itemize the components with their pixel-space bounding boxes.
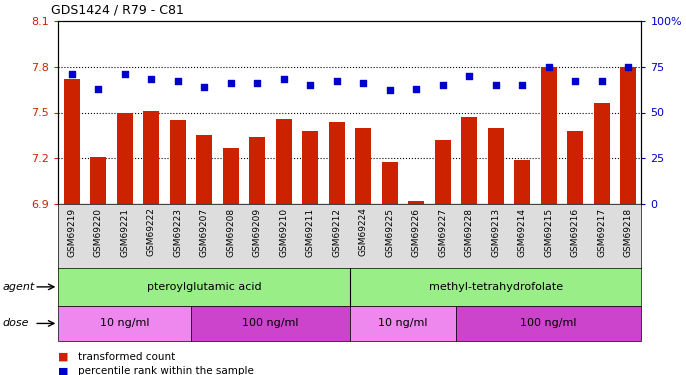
Point	[464, 73, 475, 79]
Point	[623, 63, 634, 70]
Text: GSM69210: GSM69210	[279, 208, 288, 256]
Bar	[381, 162, 398, 204]
Text: GSM69209: GSM69209	[252, 208, 261, 256]
Bar	[117, 112, 132, 204]
Text: GSM69221: GSM69221	[120, 208, 129, 256]
Bar	[355, 128, 371, 204]
Text: GSM69225: GSM69225	[385, 208, 394, 256]
Point	[172, 78, 183, 84]
Text: percentile rank within the sample: percentile rank within the sample	[78, 366, 253, 375]
Bar	[191, 306, 350, 341]
Point	[490, 82, 501, 88]
Point	[596, 78, 607, 84]
Bar	[64, 79, 80, 204]
Bar	[514, 160, 530, 204]
Bar	[143, 111, 159, 204]
Text: GSM69207: GSM69207	[200, 208, 209, 256]
Text: 100 ng/ml: 100 ng/ml	[521, 318, 577, 328]
Text: GSM69227: GSM69227	[438, 208, 447, 256]
Text: GSM69216: GSM69216	[571, 208, 580, 256]
Bar	[302, 131, 318, 204]
Text: GSM69208: GSM69208	[226, 208, 235, 256]
Point	[569, 78, 580, 84]
Text: transformed count: transformed count	[78, 352, 175, 362]
Text: GSM69220: GSM69220	[93, 208, 103, 256]
Point	[384, 87, 395, 93]
Text: GDS1424 / R79 - C81: GDS1424 / R79 - C81	[51, 4, 185, 17]
Point	[145, 76, 156, 82]
Bar	[488, 128, 504, 204]
Bar	[249, 137, 265, 204]
Text: GSM69223: GSM69223	[173, 208, 182, 256]
Text: GSM69214: GSM69214	[518, 208, 527, 256]
Bar	[169, 120, 185, 204]
Bar	[461, 117, 477, 204]
Bar	[196, 135, 212, 204]
Text: pteroylglutamic acid: pteroylglutamic acid	[147, 282, 261, 292]
Point	[252, 80, 263, 86]
Text: GSM69217: GSM69217	[597, 208, 606, 256]
Text: methyl-tetrahydrofolate: methyl-tetrahydrofolate	[429, 282, 563, 292]
Bar	[90, 157, 106, 204]
Point	[437, 82, 448, 88]
Point	[278, 76, 289, 82]
Bar	[58, 306, 191, 341]
Point	[517, 82, 528, 88]
Text: 10 ng/ml: 10 ng/ml	[378, 318, 427, 328]
Bar	[329, 122, 344, 204]
Text: GSM69211: GSM69211	[305, 208, 315, 256]
Point	[543, 63, 554, 70]
Point	[199, 84, 210, 90]
Bar	[408, 201, 424, 204]
Text: GSM69224: GSM69224	[359, 208, 368, 256]
Text: agent: agent	[3, 282, 35, 292]
Text: 10 ng/ml: 10 ng/ml	[100, 318, 150, 328]
Point	[411, 86, 422, 92]
Text: GSM69213: GSM69213	[491, 208, 500, 256]
Point	[119, 71, 130, 77]
Point	[305, 82, 316, 88]
Bar	[223, 148, 239, 204]
Text: GSM69222: GSM69222	[147, 208, 156, 256]
Bar	[620, 67, 636, 204]
Bar	[435, 140, 451, 204]
Point	[225, 80, 236, 86]
Text: ■: ■	[58, 352, 69, 362]
Bar	[541, 67, 556, 204]
Point	[357, 80, 368, 86]
Text: GSM69228: GSM69228	[464, 208, 473, 256]
Bar	[276, 118, 292, 204]
Bar	[567, 131, 583, 204]
Bar	[456, 306, 641, 341]
Point	[331, 78, 342, 84]
Bar	[350, 306, 456, 341]
Text: ■: ■	[58, 366, 69, 375]
Point	[93, 86, 104, 92]
Text: GSM69226: GSM69226	[412, 208, 421, 256]
Bar	[593, 104, 610, 204]
Text: 100 ng/ml: 100 ng/ml	[242, 318, 298, 328]
Point	[66, 71, 77, 77]
Text: GSM69218: GSM69218	[624, 208, 632, 256]
Text: dose: dose	[3, 318, 29, 328]
Text: GSM69215: GSM69215	[544, 208, 553, 256]
Text: GSM69219: GSM69219	[67, 208, 76, 256]
Text: GSM69212: GSM69212	[332, 208, 341, 256]
